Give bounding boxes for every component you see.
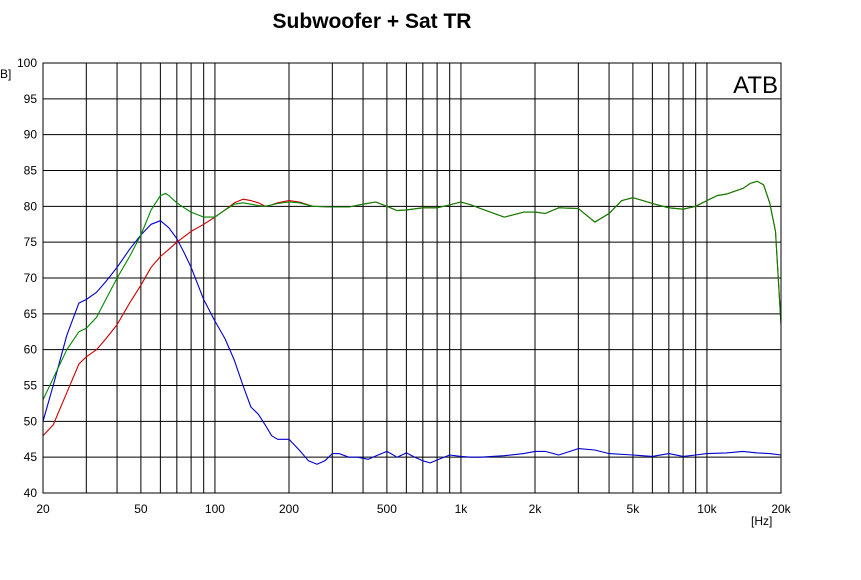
x-tick-label: 50 [134,502,148,516]
y-tick-label: 50 [24,414,38,428]
series-line-1 [42,220,782,465]
x-axis-unit-label: [Hz] [751,514,772,528]
y-axis-unit-label: B] [0,67,11,81]
x-tick-label: 2k [529,502,543,516]
y-axis-tick-labels: 100 95 90 85 80 75 70 65 60 55 50 45 40 [17,56,37,500]
x-tick-label: 5k [627,502,641,516]
y-tick-label: 100 [17,56,37,70]
y-tick-label: 60 [24,343,38,357]
x-tick-label: 500 [377,502,397,516]
y-tick-label: 70 [24,271,38,285]
y-tick-label: 40 [24,486,38,500]
x-tick-label: 20 [36,502,50,516]
y-tick-label: 75 [24,235,38,249]
plot-frame [42,62,782,494]
series-line-2 [42,180,782,437]
x-tick-label: 20k [771,502,791,516]
y-tick-label: 85 [24,164,38,178]
y-tick-label: 80 [24,199,38,213]
chart-title: Subwoofer + Sat TR [273,10,472,33]
x-tick-label: 10k [697,502,717,516]
y-tick-label: 45 [24,450,38,464]
plot-border [42,62,782,494]
y-tick-label: 65 [24,307,38,321]
x-tick-label: 1k [455,502,469,516]
x-tick-label: 100 [205,502,225,516]
x-tick-label: 200 [279,502,299,516]
y-tick-label: 95 [24,92,38,106]
grid [42,62,782,494]
y-tick-label: 55 [24,379,38,393]
series-line-3 [42,180,782,401]
corner-label: ATB [733,72,778,99]
y-tick-label: 90 [24,128,38,142]
x-axis-tick-labels: 20 50 100 200 500 1k 2k 5k 10k 20k [36,502,791,516]
series-group [42,180,782,465]
